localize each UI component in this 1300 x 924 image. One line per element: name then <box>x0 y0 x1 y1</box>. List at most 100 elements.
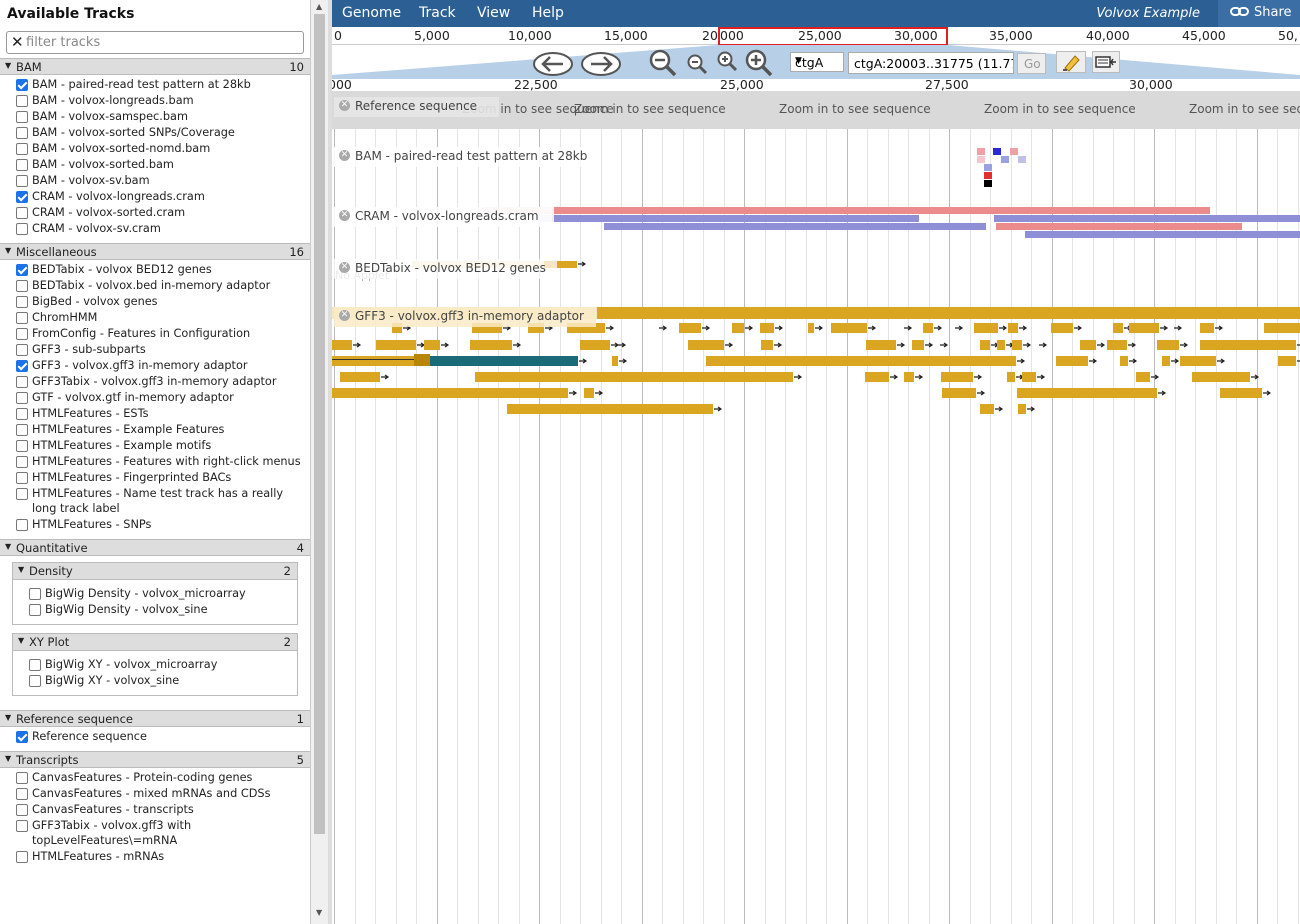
gff3-feature[interactable] <box>424 340 440 350</box>
gff3-feature[interactable] <box>470 340 512 350</box>
track-checkbox-row[interactable]: BAM - volvox-samspec.bam <box>0 109 310 124</box>
track-checkbox[interactable] <box>16 360 28 372</box>
menu-view[interactable]: View <box>477 5 511 21</box>
overview-scale[interactable]: 0 5,000 10,000 15,000 20 000 25,000 30,0… <box>332 27 1300 45</box>
track-checkbox[interactable] <box>29 675 41 687</box>
track-checkbox[interactable] <box>29 604 41 616</box>
zoom-in-small-button[interactable] <box>716 50 738 76</box>
location-input[interactable]: ctgA:20003..31775 (11.77 <box>848 52 1014 74</box>
track-checkbox-row[interactable]: Reference sequence <box>0 729 310 744</box>
track-checkbox[interactable] <box>29 588 41 600</box>
gff3-feature[interactable] <box>831 323 867 333</box>
gff3-feature[interactable] <box>1264 323 1300 333</box>
alignment-read[interactable] <box>1018 156 1026 163</box>
alignment-read[interactable] <box>1001 156 1009 163</box>
gff3-feature[interactable] <box>904 372 914 382</box>
collapse-triangle-icon[interactable]: ▼ <box>18 636 25 645</box>
gff3-feature[interactable] <box>597 307 1300 319</box>
track-checkbox-row[interactable]: HTMLFeatures - Fingerprinted BACs <box>0 470 310 485</box>
zoom-out-big-button[interactable] <box>648 48 678 82</box>
track-checkbox-row[interactable]: BAM - volvox-longreads.bam <box>0 93 310 108</box>
track-checkbox-row[interactable]: GTF - volvox.gtf in-memory adaptor <box>0 390 310 405</box>
track-area[interactable]: Zoom in to see sequence Zoom in to see s… <box>332 91 1300 924</box>
track-checkbox[interactable] <box>16 392 28 404</box>
gff3-feature[interactable] <box>923 323 933 333</box>
track-checkbox-row[interactable]: FromConfig - Features in Configuration <box>0 326 310 341</box>
gff3-feature[interactable] <box>1192 372 1250 382</box>
collapse-triangle-icon[interactable]: ▼ <box>5 246 12 255</box>
track-checkbox-row[interactable]: GFF3Tabix - volvox.gff3 with topLevelFea… <box>0 818 310 848</box>
track-checkbox-row[interactable]: BigBed - volvox genes <box>0 294 310 309</box>
gff3-feature[interactable] <box>997 340 1005 350</box>
gff3-feature[interactable] <box>332 340 352 350</box>
track-checkbox-row[interactable]: CanvasFeatures - transcripts <box>0 802 310 817</box>
gff3-feature[interactable] <box>1012 340 1022 350</box>
track-checkbox[interactable] <box>16 207 28 219</box>
bed-feature[interactable] <box>557 261 577 268</box>
alignment-read[interactable] <box>977 148 985 155</box>
track-checkbox-row[interactable]: HTMLFeatures - Example Features <box>0 422 310 437</box>
gff3-feature[interactable] <box>1018 404 1026 414</box>
close-track-icon[interactable]: ✕ <box>339 310 350 321</box>
track-checkbox[interactable] <box>16 159 28 171</box>
gff3-feature[interactable] <box>1200 340 1296 350</box>
track-checkbox[interactable] <box>16 440 28 452</box>
track-checkbox[interactable] <box>16 456 28 468</box>
gff3-feature[interactable] <box>567 323 605 333</box>
category-header-bam[interactable]: ▼ BAM 10 <box>0 58 310 75</box>
feature-canvas[interactable] <box>332 91 1300 924</box>
track-checkbox[interactable] <box>16 788 28 800</box>
track-checkbox[interactable] <box>16 488 28 500</box>
track-checkbox-row[interactable]: GFF3 - volvox.gff3 in-memory adaptor <box>0 358 310 373</box>
track-checkbox[interactable] <box>16 312 28 324</box>
gff3-feature[interactable] <box>1220 388 1262 398</box>
gff3-feature[interactable] <box>332 356 416 366</box>
gff3-feature[interactable] <box>1113 323 1123 333</box>
gff3-intron[interactable] <box>332 359 414 360</box>
gff3-feature[interactable] <box>414 354 430 366</box>
track-checkbox-row[interactable]: GFF3 - sub-subparts <box>0 342 310 357</box>
track-checkbox[interactable] <box>16 472 28 484</box>
track-checkbox[interactable] <box>16 851 28 863</box>
track-checkbox[interactable] <box>16 519 28 531</box>
track-panel-scrollbar[interactable]: ▲ ▼ <box>310 0 330 924</box>
track-checkbox-row[interactable]: BigWig Density - volvox_sine <box>13 602 297 617</box>
gff3-feature[interactable] <box>941 372 973 382</box>
track-checkbox[interactable] <box>16 344 28 356</box>
gff3-feature[interactable] <box>1120 356 1128 366</box>
gff3-feature[interactable] <box>706 356 1016 366</box>
alignment-read[interactable] <box>984 172 992 179</box>
track-label-reference[interactable]: ✕ Reference sequence <box>334 97 499 117</box>
gff3-feature[interactable] <box>1129 323 1159 333</box>
gff3-feature[interactable] <box>808 323 814 333</box>
track-checkbox[interactable] <box>16 424 28 436</box>
track-checkbox[interactable] <box>16 804 28 816</box>
close-track-icon[interactable]: ✕ <box>339 262 350 273</box>
track-checkbox[interactable] <box>16 280 28 292</box>
track-checkbox-row[interactable]: BAM - paired-read test pattern at 28kb <box>0 77 310 92</box>
gff3-feature[interactable] <box>1107 340 1127 350</box>
alignment-read[interactable] <box>984 164 992 171</box>
gff3-feature[interactable] <box>1162 356 1170 366</box>
track-checkbox[interactable] <box>16 296 28 308</box>
track-checkbox-row[interactable]: BAM - volvox-sorted.bam <box>0 157 310 172</box>
gff3-feature[interactable] <box>507 404 713 414</box>
alignment-read[interactable] <box>977 156 985 163</box>
close-track-icon[interactable]: ✕ <box>339 210 350 221</box>
close-track-icon[interactable]: ✕ <box>339 150 350 161</box>
gff3-feature[interactable] <box>912 340 924 350</box>
menu-genome[interactable]: Genome <box>342 5 402 21</box>
gff3-feature[interactable] <box>1007 372 1015 382</box>
track-checkbox-row[interactable]: BAM - volvox-sv.bam <box>0 173 310 188</box>
gff3-feature[interactable] <box>980 404 994 414</box>
track-checkbox[interactable] <box>16 731 28 743</box>
track-checkbox[interactable] <box>16 328 28 340</box>
gff3-feature[interactable] <box>392 323 402 333</box>
track-checkbox-row[interactable]: CanvasFeatures - mixed mRNAs and CDSs <box>0 786 310 801</box>
gff3-feature[interactable] <box>1136 372 1150 382</box>
scrollbar-thumb[interactable] <box>314 14 325 834</box>
gff3-feature[interactable] <box>1080 340 1096 350</box>
gff3-feature[interactable] <box>1022 372 1036 382</box>
close-track-icon[interactable]: ✕ <box>339 100 350 111</box>
track-label-cram-longreads[interactable]: ✕ CRAM - volvox-longreads.cram <box>334 207 554 227</box>
